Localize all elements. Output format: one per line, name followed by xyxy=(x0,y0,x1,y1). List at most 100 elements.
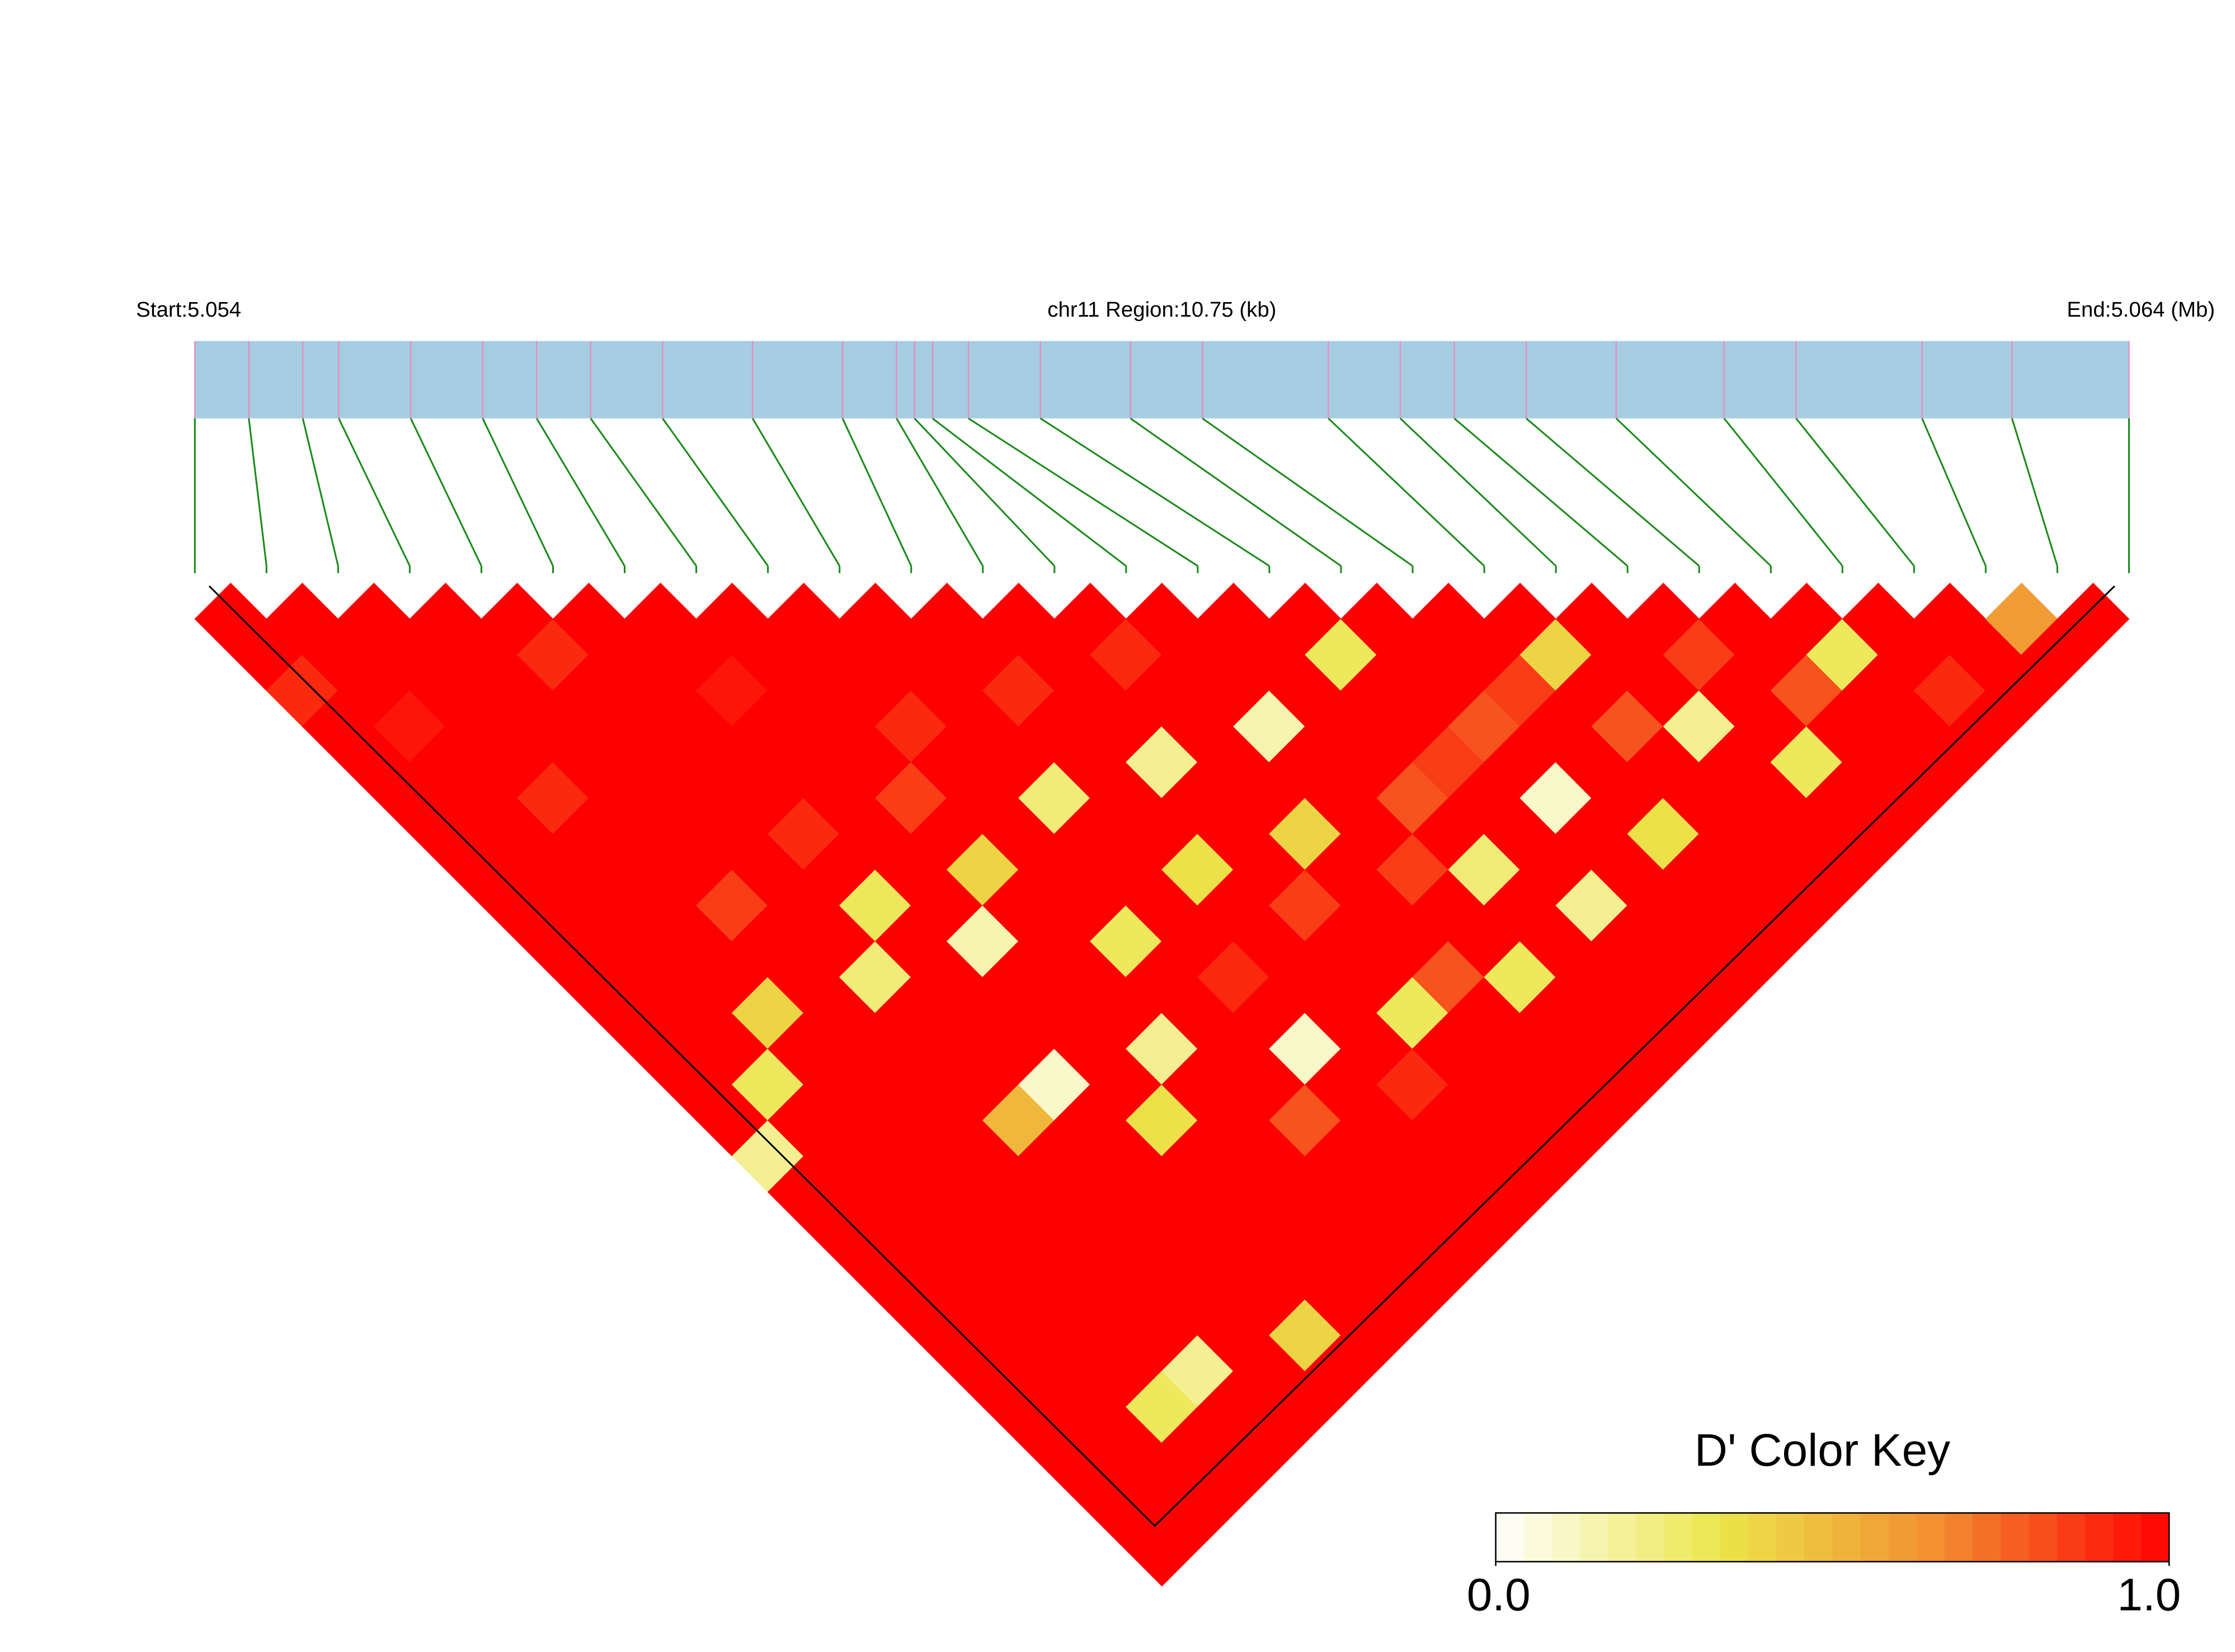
block-outline xyxy=(208,585,2115,1527)
key-swatch xyxy=(1692,1513,1721,1562)
ld-cell xyxy=(1698,869,1772,942)
key-swatch xyxy=(2085,1513,2114,1562)
ld-cell xyxy=(803,833,876,906)
snp-connector xyxy=(1526,417,1700,567)
key-swatch xyxy=(1608,1513,1637,1562)
snp-connector xyxy=(1202,417,1413,567)
ld-cell xyxy=(1484,1012,1556,1085)
ld-cell xyxy=(1233,690,1306,763)
ld-cell xyxy=(1484,1156,1556,1229)
ld-cell xyxy=(1233,833,1306,906)
ld-cell xyxy=(695,654,769,727)
ld-cell xyxy=(874,690,948,763)
key-tick-label: 1.0 xyxy=(2117,1570,2181,1621)
key-swatch xyxy=(1916,1513,1946,1562)
snp-connector xyxy=(968,417,1198,567)
ld-cell xyxy=(552,654,625,727)
ld-cell xyxy=(1018,833,1091,906)
ld-cell xyxy=(1412,1012,1485,1085)
key-swatch xyxy=(1523,1513,1553,1562)
ld-cell xyxy=(1233,618,1306,691)
snp-connector xyxy=(2011,418,2058,567)
ld-cell xyxy=(1591,833,1664,906)
ld-cell xyxy=(1161,833,1234,906)
ld-cell xyxy=(1197,1012,1270,1085)
key-frame xyxy=(1495,1512,2170,1562)
key-swatch xyxy=(1832,1513,1861,1562)
ld-cell xyxy=(1305,833,1377,906)
ld-cell xyxy=(1591,1048,1664,1121)
snp-connector xyxy=(896,418,984,567)
snp-connector xyxy=(590,418,697,567)
snp-connector xyxy=(931,417,1127,567)
key-tick-label: 0.0 xyxy=(1467,1570,1531,1621)
start-label: Start:5.054 xyxy=(136,298,241,322)
ld-cell xyxy=(695,869,769,942)
key-swatch xyxy=(2112,1513,2142,1562)
ld-cell xyxy=(1913,726,1987,799)
ld-cell xyxy=(552,869,625,942)
ld-cell xyxy=(874,833,948,906)
ld-cell xyxy=(1305,618,1377,691)
ld-cell xyxy=(1484,869,1556,942)
snp-connector xyxy=(1921,418,1987,567)
ld-cell xyxy=(1555,869,1628,942)
key-swatch xyxy=(2001,1513,2030,1562)
ld-cell xyxy=(1305,1048,1377,1121)
key-swatch xyxy=(1804,1513,1833,1562)
snp-connector xyxy=(410,418,482,567)
ld-cell xyxy=(982,869,1055,942)
ld-cell xyxy=(982,582,1055,656)
region-label: chr11 Region:10.75 (kb) xyxy=(1047,298,1276,322)
ld-cell xyxy=(1448,833,1521,906)
ld-cell xyxy=(660,833,733,906)
key-swatch xyxy=(1495,1513,1525,1562)
ld-cell xyxy=(1806,833,1879,906)
key-swatch xyxy=(1664,1513,1693,1562)
ld-cell xyxy=(1269,869,1342,942)
key-swatch xyxy=(1860,1513,1889,1562)
key-swatch xyxy=(2029,1513,2058,1562)
key-swatch xyxy=(2057,1513,2086,1562)
key-swatch xyxy=(1720,1513,1749,1562)
ld-cell xyxy=(1054,582,1127,656)
ld-cell xyxy=(516,833,590,906)
key-swatch xyxy=(1636,1513,1665,1562)
ld-cell xyxy=(266,654,339,727)
snp-connector xyxy=(1130,417,1342,567)
ld-cell xyxy=(1054,1442,1127,1515)
key-swatch xyxy=(1888,1513,1918,1562)
ld-cell xyxy=(874,1048,948,1121)
snp-connector xyxy=(662,418,769,567)
ld-cell xyxy=(588,833,661,906)
ld-cell xyxy=(1627,869,1700,942)
region-bar xyxy=(195,341,2129,418)
snp-connector xyxy=(482,418,554,567)
ld-cell xyxy=(660,1048,733,1121)
snp-connector xyxy=(1328,417,1485,567)
snp-connector xyxy=(1039,417,1270,567)
ld-cell xyxy=(1018,618,1091,691)
ld-cell xyxy=(624,869,697,942)
ld-cell xyxy=(1519,1048,1592,1121)
ld-cell xyxy=(624,1012,697,1085)
ld-cell xyxy=(1054,869,1127,942)
ld-cell xyxy=(445,833,518,906)
ld-cell xyxy=(695,1012,769,1085)
ld-cell xyxy=(1054,1012,1127,1085)
ld-cell xyxy=(1663,833,1736,906)
key-swatch xyxy=(1580,1513,1609,1562)
ld-cell xyxy=(194,582,267,656)
end-label: End:5.064 (Mb) xyxy=(2067,298,2215,322)
ld-cell xyxy=(1770,869,1843,942)
ld-cell xyxy=(1018,1048,1091,1121)
key-swatch xyxy=(1748,1513,1777,1562)
ld-cell xyxy=(1269,1012,1342,1085)
ld-cell xyxy=(1269,582,1342,656)
snp-connector xyxy=(536,418,625,567)
ld-cell xyxy=(982,1012,1055,1085)
snp-connector xyxy=(1615,417,1772,567)
snp-connector xyxy=(1795,417,1915,567)
ld-cell xyxy=(1305,690,1377,763)
